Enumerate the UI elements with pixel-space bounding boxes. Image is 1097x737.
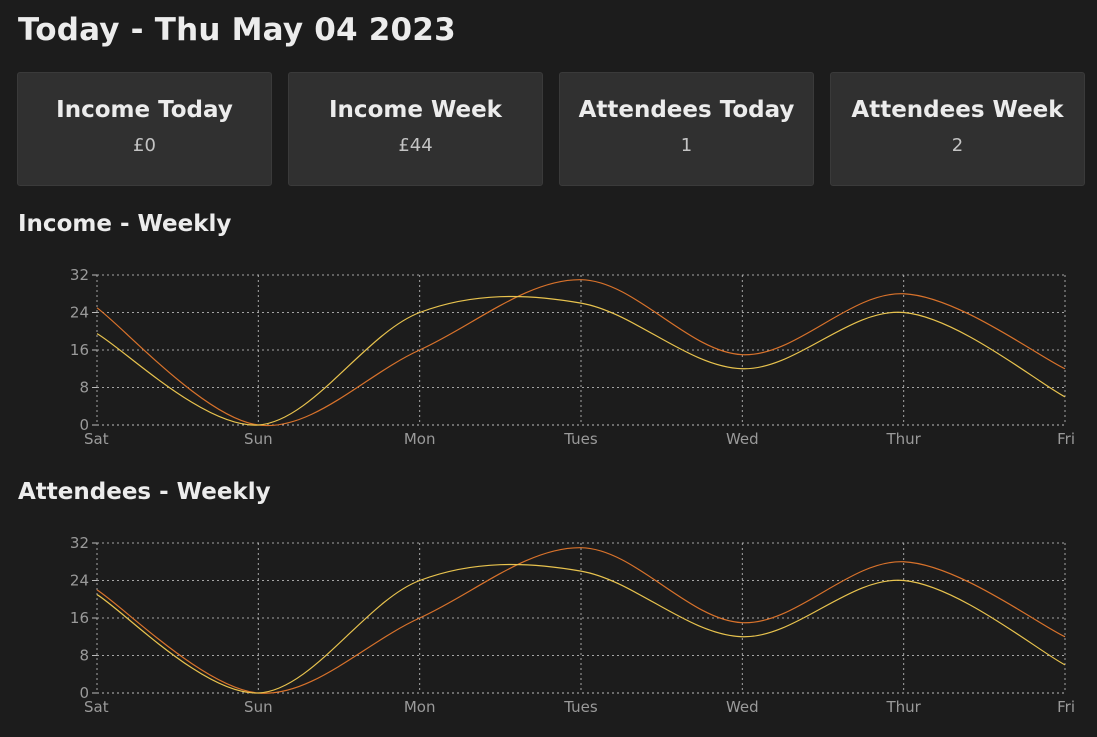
x-tick-label: Tues xyxy=(563,430,598,448)
grid-lines xyxy=(92,274,1066,426)
stat-value: £0 xyxy=(133,135,156,156)
grid-lines xyxy=(92,542,1066,694)
income-today-card: Income Today £0 xyxy=(17,72,272,186)
x-tick-label: Tues xyxy=(563,698,598,716)
income-weekly-chart: 0 8 16 24 32 Sat Sun Mon Tues Wed Thur Fri xyxy=(70,266,1075,448)
y-tick-label: 16 xyxy=(70,341,89,359)
y-tick-label: 24 xyxy=(70,572,89,590)
x-tick-label: Thur xyxy=(885,430,921,448)
stat-label: Attendees Week xyxy=(851,97,1064,123)
page-title: Today - Thu May 04 2023 xyxy=(18,12,456,48)
series-line-2 xyxy=(96,563,1066,694)
x-tick-label: Thur xyxy=(885,698,921,716)
y-tick-label: 32 xyxy=(70,266,89,284)
x-tick-label: Sat xyxy=(84,698,109,716)
y-tick-label: 16 xyxy=(70,609,89,627)
series-line-2 xyxy=(96,295,1066,426)
x-tick-label: Wed xyxy=(726,698,759,716)
stat-value: £44 xyxy=(398,135,433,156)
y-tick-label: 0 xyxy=(79,416,89,434)
x-tick-label: Fri xyxy=(1057,430,1075,448)
x-tick-label: Wed xyxy=(726,430,759,448)
stat-value: 1 xyxy=(680,135,693,156)
y-tick-label: 0 xyxy=(79,684,89,702)
income-weekly-title: Income - Weekly xyxy=(18,211,232,237)
x-tick-label: Fri xyxy=(1057,698,1075,716)
stat-label: Attendees Today xyxy=(578,97,795,123)
x-tick-label: Sun xyxy=(244,430,273,448)
attendees-weekly-title: Attendees - Weekly xyxy=(18,479,271,505)
income-week-card: Income Week £44 xyxy=(288,72,543,186)
x-tick-label: Sat xyxy=(84,430,109,448)
attendees-week-card: Attendees Week 2 xyxy=(830,72,1085,186)
y-tick-label: 24 xyxy=(70,304,89,322)
x-tick-label: Mon xyxy=(404,698,436,716)
y-tick-label: 32 xyxy=(70,534,89,552)
stat-value: 2 xyxy=(951,135,964,156)
attendees-weekly-chart: 0 8 16 24 32 Sat Sun Mon Tues Wed Thur Fri xyxy=(70,534,1075,716)
y-tick-label: 8 xyxy=(79,379,89,397)
stat-label: Income Today xyxy=(56,97,233,123)
stat-label: Income Week xyxy=(329,97,502,123)
x-tick-label: Sun xyxy=(244,698,273,716)
stats-row: Income Today £0 Income Week £44 Attendee… xyxy=(17,72,1087,188)
attendees-today-card: Attendees Today 1 xyxy=(559,72,814,186)
x-tick-label: Mon xyxy=(404,430,436,448)
y-tick-label: 8 xyxy=(79,647,89,665)
